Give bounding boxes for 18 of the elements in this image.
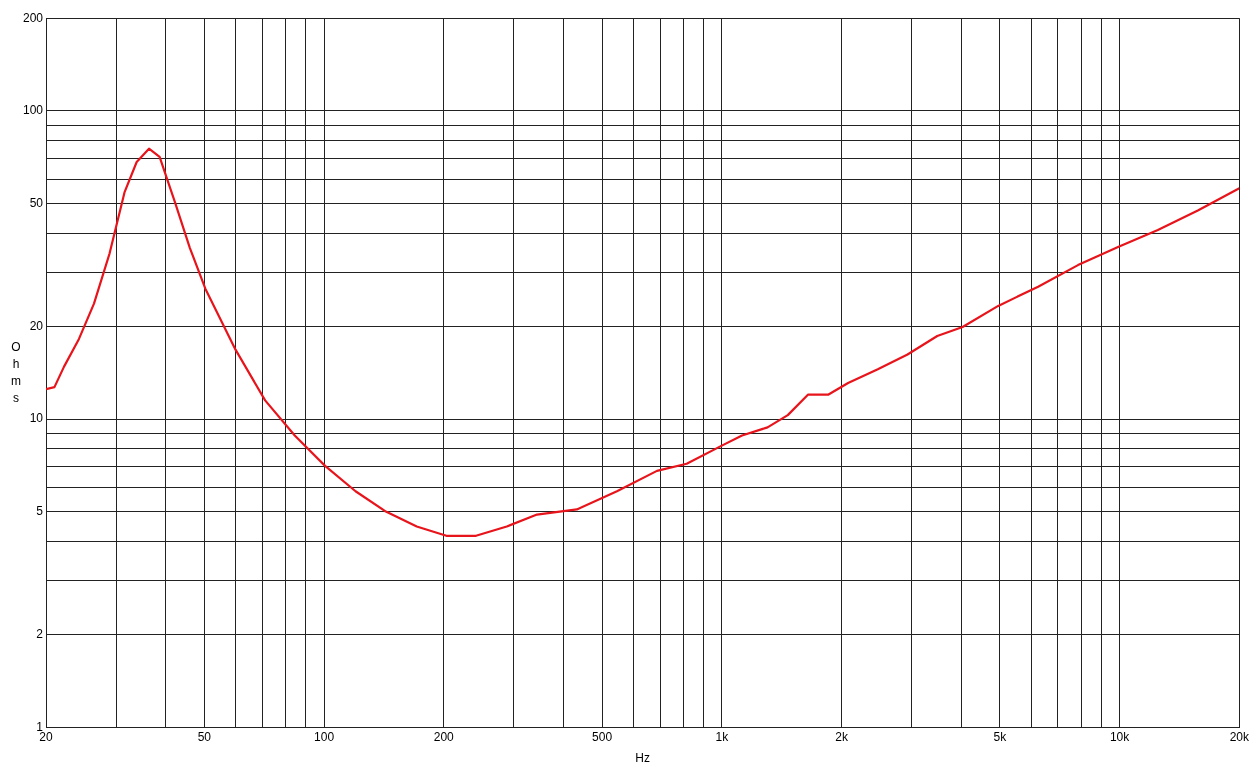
x-tick-label: 100 xyxy=(314,729,335,744)
y-tick-label: 50 xyxy=(29,196,44,211)
y-tick-label: 2 xyxy=(36,626,44,641)
y-tick-label: 200 xyxy=(22,10,44,25)
y-axis-title: Ohms xyxy=(11,339,21,405)
x-tick-label: 10k xyxy=(1109,729,1131,744)
x-tick-label: 500 xyxy=(592,729,613,744)
x-tick-label: 1k xyxy=(715,729,730,744)
x-tick-label: 50 xyxy=(197,729,212,744)
y-tick-label: 20 xyxy=(29,318,44,333)
y-tick-label: 5 xyxy=(36,504,44,519)
x-axis-title: Hz xyxy=(635,751,651,766)
y-tick-label: 100 xyxy=(22,103,44,118)
y-tick-label: 10 xyxy=(29,411,44,426)
x-tick-label: 5k xyxy=(993,729,1008,744)
x-tick-label: 20k xyxy=(1229,729,1250,744)
x-tick-label: 200 xyxy=(433,729,455,744)
x-tick-label: 2k xyxy=(835,729,849,744)
